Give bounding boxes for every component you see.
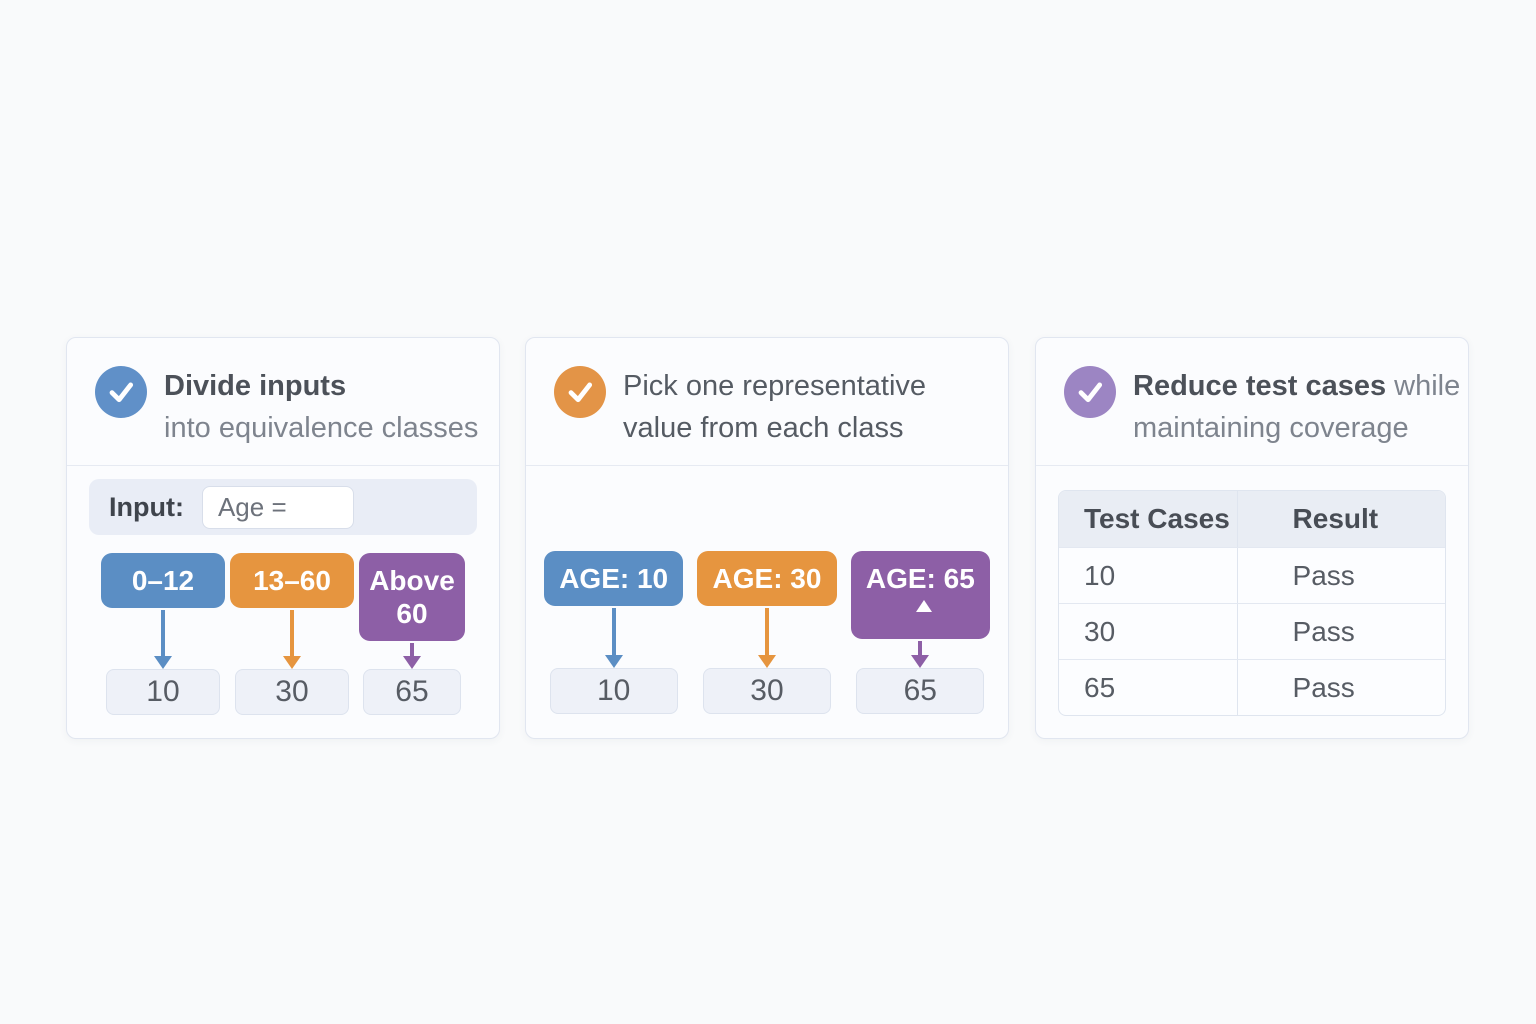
arrow-down-icon	[403, 641, 421, 669]
card-header: Pick one representative value from each …	[526, 338, 1008, 466]
class-box-13-60: 13–60	[230, 553, 354, 608]
age-box-65: AGE: 65	[850, 551, 990, 639]
value-box: 10	[549, 668, 678, 714]
class-box-0-12: 0–12	[101, 553, 225, 608]
class-box-above-60: Above 60	[359, 553, 465, 641]
title-text: value from each class	[623, 412, 904, 444]
arrow-down-icon	[283, 608, 301, 669]
check-icon	[95, 366, 147, 418]
title-text: while	[1386, 370, 1461, 402]
test-results-table: Test Cases Result 10 Pass 30 Pass 65 Pas…	[1058, 490, 1446, 716]
class-column-13-60: 13–60 30	[230, 553, 354, 715]
class-box-label: 13–60	[253, 565, 331, 596]
arrow-down-icon	[604, 606, 623, 668]
result-cell: Pass	[1236, 660, 1445, 715]
test-case-cell: 10	[1084, 559, 1116, 591]
arrow-down-icon	[154, 608, 172, 669]
class-box-label: Above 60	[369, 565, 455, 629]
card-header: Reduce test cases while maintaining cove…	[1036, 338, 1468, 466]
class-box-label: AGE: 10	[559, 563, 669, 594]
value-box: 65	[856, 668, 985, 714]
arrow-down-icon	[911, 639, 930, 668]
value-box: 10	[105, 669, 221, 715]
age-box-10: AGE: 10	[544, 551, 684, 606]
card-header: Divide inputs into equivalence classes	[67, 338, 499, 466]
title-text: maintaining coverage	[1133, 412, 1409, 444]
card-title: Reduce test cases while maintaining cove…	[1133, 364, 1460, 449]
equivalence-classes-row: 0–12 10 13–60 30 Above 60	[67, 553, 499, 715]
class-box-label: AGE: 30	[712, 563, 822, 594]
input-strip: Input: Age =	[89, 479, 477, 535]
representative-values-row: AGE: 10 10 AGE: 30 30 AGE: 65	[526, 551, 1008, 714]
table-header-test-cases: Test Cases	[1084, 503, 1230, 534]
value-box: 65	[363, 669, 461, 715]
card-reduce-test-cases: Reduce test cases while maintaining cove…	[1035, 337, 1469, 739]
class-box-label: AGE: 65	[865, 563, 975, 594]
result-cell: Pass	[1236, 548, 1445, 603]
card-pick-representative: Pick one representative value from each …	[525, 337, 1009, 739]
value-box: 30	[234, 669, 350, 715]
input-label: Input:	[109, 491, 184, 522]
check-icon	[554, 366, 606, 418]
class-column-0-12: 0–12 10	[101, 553, 225, 715]
card-divide-inputs: Divide inputs into equivalence classes I…	[66, 337, 500, 739]
title-text: Pick one representative	[623, 370, 927, 402]
triangle-up-icon	[916, 600, 933, 612]
title-text: Divide inputs	[164, 370, 347, 402]
check-icon	[1064, 366, 1116, 418]
title-text: into equivalence classes	[164, 412, 479, 444]
arrow-down-icon	[757, 606, 776, 668]
class-column-above-60: Above 60 65	[359, 553, 465, 715]
age-input[interactable]: Age =	[201, 485, 354, 529]
test-case-cell: 65	[1084, 671, 1116, 703]
value-box: 30	[702, 668, 832, 714]
class-column-age-30: AGE: 30 30	[697, 551, 837, 714]
class-column-age-65: AGE: 65 65	[850, 551, 990, 714]
table-row: 30 Pass	[1059, 603, 1445, 659]
title-text: Reduce test cases	[1133, 370, 1387, 402]
table-header-row: Test Cases Result	[1059, 491, 1445, 547]
age-box-30: AGE: 30	[697, 551, 837, 606]
table-row: 10 Pass	[1059, 547, 1445, 603]
class-box-label: 0–12	[131, 565, 195, 596]
test-case-cell: 30	[1084, 615, 1116, 647]
card-title: Divide inputs into equivalence classes	[164, 364, 478, 449]
table-row: 65 Pass	[1059, 659, 1445, 715]
card-title: Pick one representative value from each …	[623, 364, 926, 449]
class-column-age-10: AGE: 10 10	[544, 551, 684, 714]
table-header-result: Result	[1236, 491, 1445, 547]
result-cell: Pass	[1236, 604, 1445, 659]
